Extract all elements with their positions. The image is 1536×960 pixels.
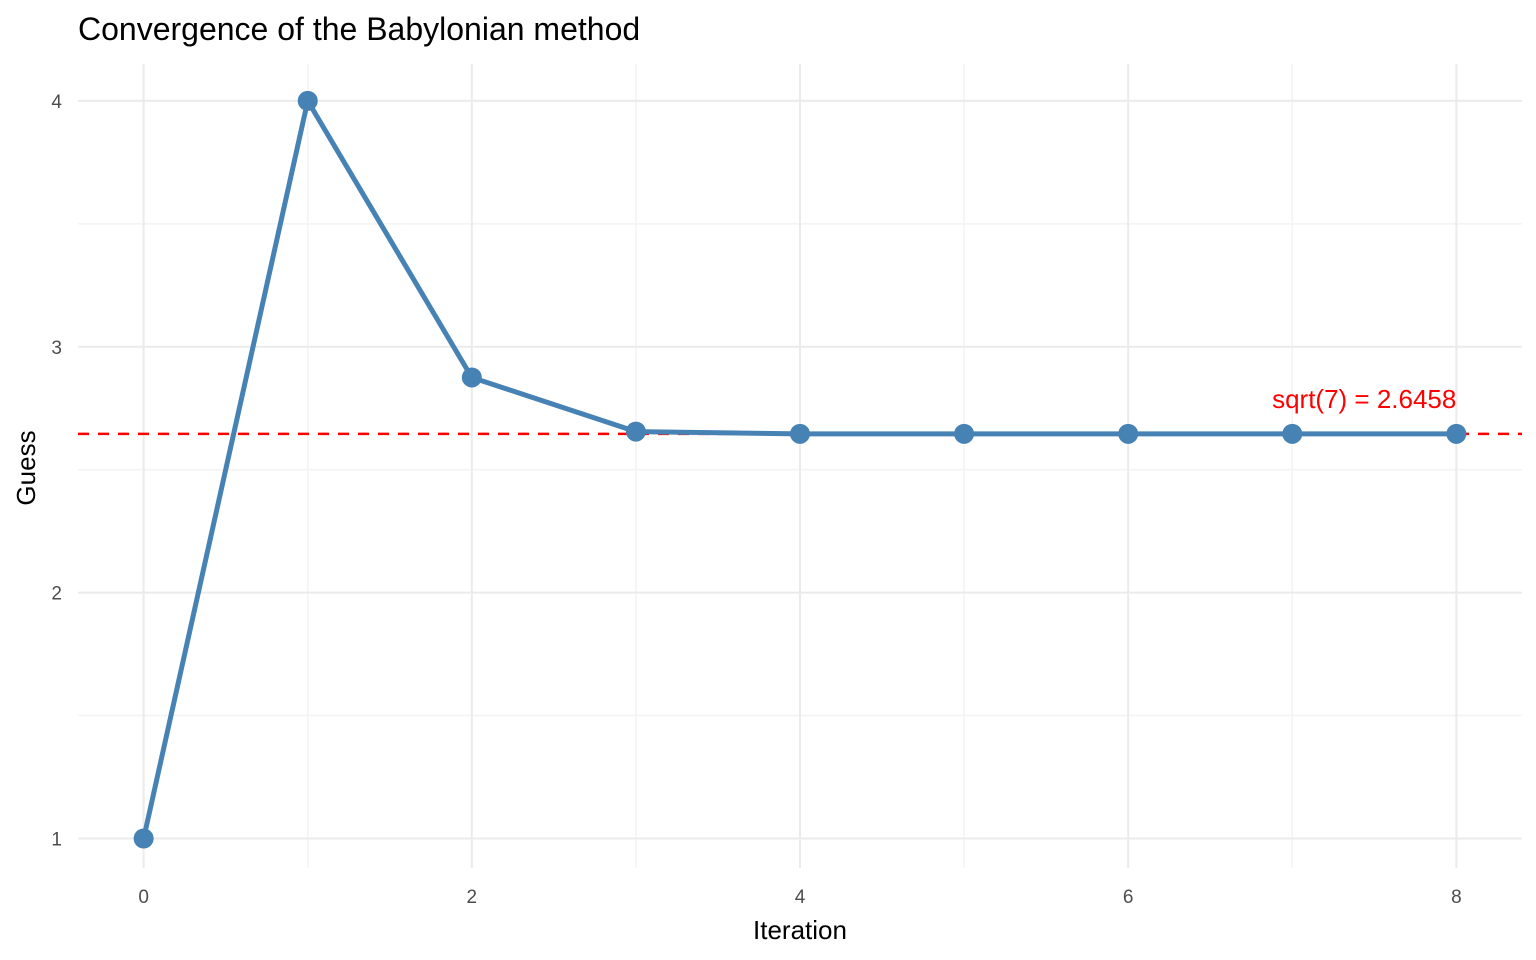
data-point (1446, 423, 1467, 444)
data-point (297, 90, 318, 111)
y-tick-label: 1 (51, 829, 62, 850)
chart-title: Convergence of the Babylonian method (78, 11, 640, 47)
x-tick-label: 0 (138, 887, 149, 908)
x-tick-label: 6 (1123, 887, 1134, 908)
series-layer (133, 90, 1467, 849)
y-tick-label: 2 (51, 584, 62, 605)
annotation-layer: sqrt(7) = 2.6458 (1272, 384, 1456, 414)
tick-labels: 0 2 4 6 8 1 2 3 4 (51, 92, 1461, 908)
data-point (1282, 423, 1303, 444)
y-tick-label: 4 (51, 92, 62, 113)
data-point (625, 421, 646, 442)
x-tick-label: 4 (795, 887, 806, 908)
reference-annotation: sqrt(7) = 2.6458 (1272, 384, 1456, 414)
y-axis-title: Guess (11, 430, 41, 505)
x-tick-label: 8 (1451, 887, 1462, 908)
data-point (954, 423, 975, 444)
data-point (790, 423, 810, 444)
x-tick-label: 2 (467, 887, 478, 908)
x-axis-title: Iteration (753, 915, 847, 945)
data-point (461, 367, 482, 388)
major-grid (78, 64, 1522, 868)
y-tick-label: 3 (51, 338, 62, 359)
data-point (1118, 423, 1139, 444)
data-point (133, 828, 154, 849)
